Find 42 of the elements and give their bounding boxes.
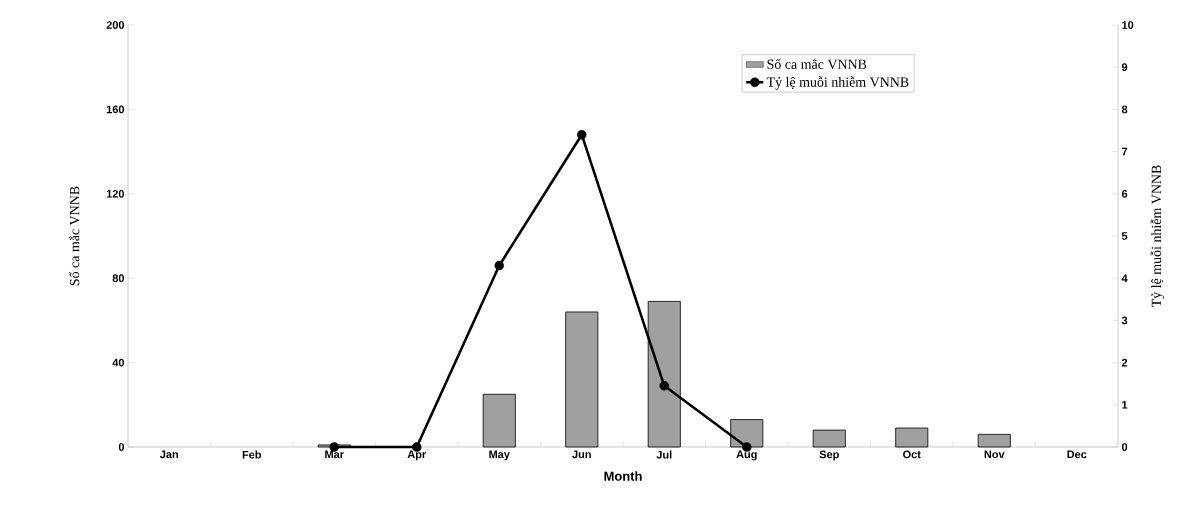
bar <box>977 433 1011 448</box>
y-tick-label: 0 <box>118 443 125 451</box>
x-tick-label: Jun <box>572 450 591 459</box>
x-tick-label: Dec <box>1067 450 1087 459</box>
y2-tick-label: 10 <box>1122 21 1134 29</box>
y2-tick-label: 7 <box>1122 147 1128 156</box>
y2-axis-title: Tỷ lệ muỗi nhiễm VNNB <box>1150 165 1164 308</box>
y2-tick-label: 8 <box>1121 105 1128 114</box>
y-tick-label: 200 <box>106 21 125 29</box>
y-tick-label: 160 <box>106 105 125 114</box>
y2-tick-label: 4 <box>1121 274 1128 282</box>
x-tick-label: Aug <box>736 450 757 461</box>
point <box>577 129 587 140</box>
point <box>494 260 504 271</box>
legend-label: Tỷ lệ muỗi nhiễm VNNB <box>766 76 909 90</box>
y2-tick-label: 3 <box>1121 316 1128 325</box>
point <box>659 381 669 391</box>
y2-tick-label: 2 <box>1121 358 1128 367</box>
bar <box>895 427 929 448</box>
bar <box>812 429 846 448</box>
x-tick-label: Jul <box>656 450 672 459</box>
x-tick-label: Oct <box>903 450 921 459</box>
y2-tick-label: 1 <box>1122 401 1128 409</box>
y-tick-label: 80 <box>112 274 125 283</box>
y-tick-label: 40 <box>112 358 125 367</box>
y-axis-title: Số ca mắc VNNB <box>69 186 80 286</box>
x-axis-title: Month <box>604 471 642 481</box>
x-tick-label: Apr <box>407 450 427 461</box>
legend-label: Số ca mắc VNNB <box>767 58 867 70</box>
y2-tick-label: 6 <box>1121 189 1128 198</box>
y2-tick-label: 0 <box>1121 443 1128 451</box>
y2-tick-label: 9 <box>1121 63 1128 72</box>
x-tick-label: Jan <box>159 450 179 459</box>
bar <box>482 393 516 448</box>
x-tick-label: Feb <box>242 450 262 459</box>
y-tick-label: 120 <box>106 189 125 198</box>
x-tick-label: Sep <box>819 450 839 461</box>
x-tick-label: Mar <box>325 450 344 459</box>
y2-tick-label: 5 <box>1121 232 1128 240</box>
x-tick-label: May <box>489 450 510 461</box>
bar <box>565 311 599 448</box>
x-tick-label: Nov <box>984 450 1005 459</box>
